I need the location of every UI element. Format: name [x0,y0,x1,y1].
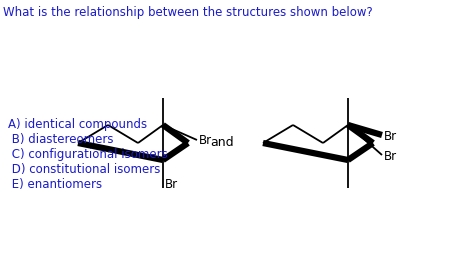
Text: What is the relationship between the structures shown below?: What is the relationship between the str… [3,6,373,19]
Text: and: and [210,136,234,150]
Text: D) constitutional isomers: D) constitutional isomers [8,163,160,176]
Text: E) enantiomers: E) enantiomers [8,178,102,191]
Text: Br: Br [384,150,397,162]
Text: A) identical compounds: A) identical compounds [8,118,147,131]
Text: Br: Br [199,133,212,147]
Text: B) diastereomers: B) diastereomers [8,133,113,146]
Text: Br: Br [165,178,178,191]
Text: C) configurational isomers: C) configurational isomers [8,148,168,161]
Text: Br: Br [384,129,397,143]
